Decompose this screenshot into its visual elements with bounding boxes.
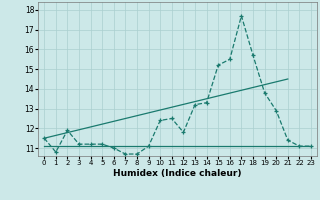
X-axis label: Humidex (Indice chaleur): Humidex (Indice chaleur) xyxy=(113,169,242,178)
